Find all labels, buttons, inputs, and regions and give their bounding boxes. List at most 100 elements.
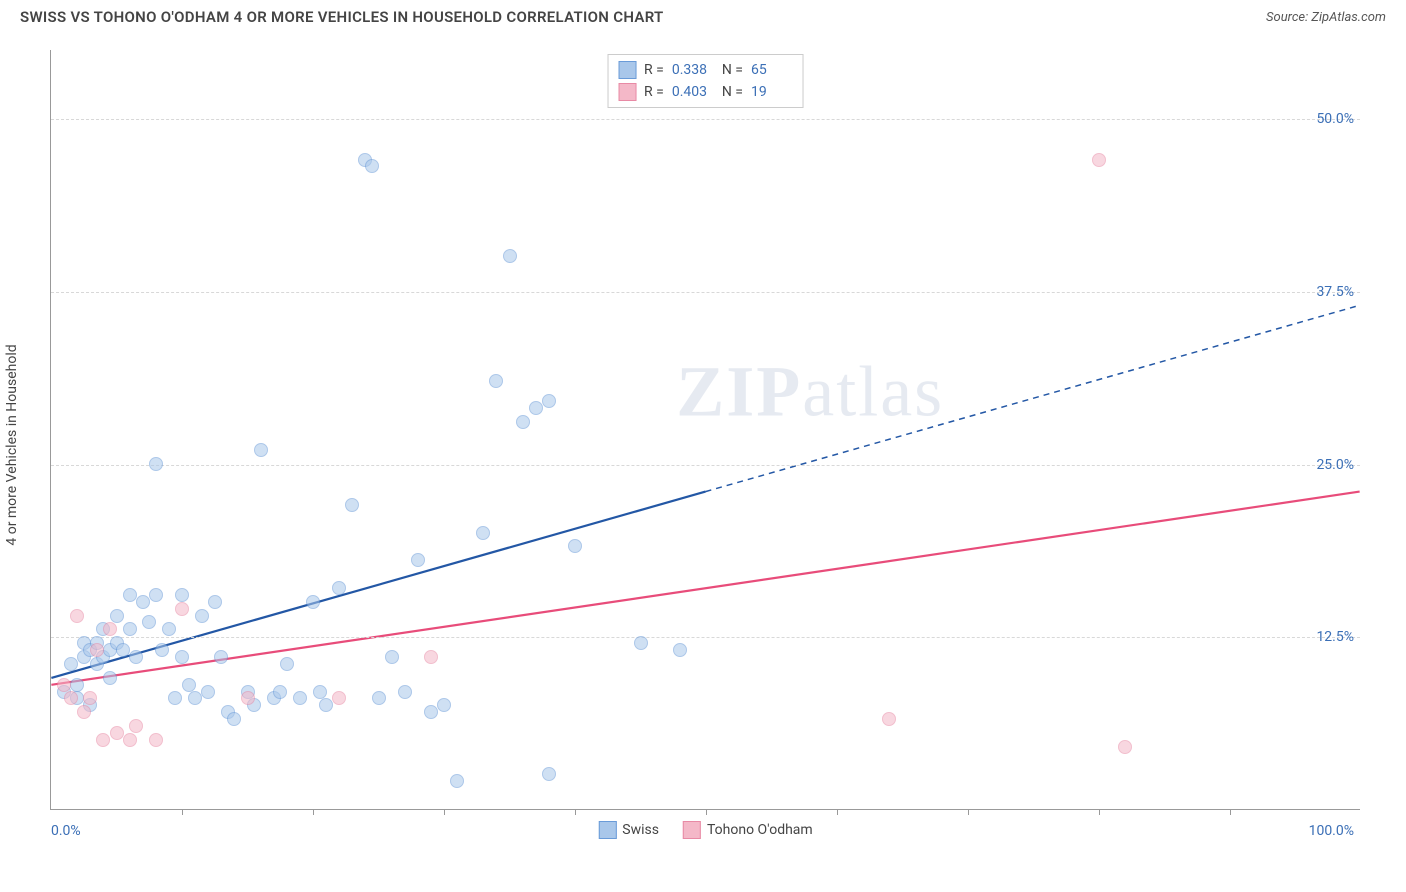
data-point	[110, 726, 124, 740]
stats-legend: R = 0.338 N = 65 R = 0.403 N = 19	[607, 54, 804, 108]
data-point	[90, 643, 104, 657]
data-point	[149, 733, 163, 747]
data-point	[503, 249, 517, 263]
x-tick	[313, 809, 314, 815]
data-point	[175, 602, 189, 616]
data-point	[116, 643, 130, 657]
swatch-tohono	[683, 821, 701, 839]
data-point	[70, 609, 84, 623]
legend-label-swiss: Swiss	[622, 822, 659, 838]
x-tick	[575, 809, 576, 815]
data-point	[313, 685, 327, 699]
data-point	[175, 650, 189, 664]
data-point	[149, 588, 163, 602]
legend-item-swiss: Swiss	[598, 821, 659, 839]
data-point	[411, 553, 425, 567]
data-point	[64, 657, 78, 671]
gridline	[51, 119, 1360, 120]
data-point	[568, 539, 582, 553]
y-tick-label: 50.0%	[1316, 111, 1354, 127]
data-point	[162, 622, 176, 636]
gridline	[51, 292, 1360, 293]
data-point	[241, 691, 255, 705]
data-point	[882, 712, 896, 726]
x-tick	[444, 809, 445, 815]
data-point	[96, 733, 110, 747]
r-label: R =	[644, 84, 664, 100]
n-value-tohono: 19	[751, 84, 793, 100]
data-point	[149, 457, 163, 471]
data-point	[64, 691, 78, 705]
x-max-label: 100.0%	[1309, 823, 1354, 839]
legend-item-tohono: Tohono O'odham	[683, 821, 813, 839]
data-point	[103, 671, 117, 685]
data-point	[319, 698, 333, 712]
y-tick-label: 12.5%	[1316, 629, 1354, 645]
stats-row-swiss: R = 0.338 N = 65	[618, 59, 793, 81]
data-point	[332, 581, 346, 595]
data-point	[129, 650, 143, 664]
legend-label-tohono: Tohono O'odham	[707, 822, 813, 838]
x-origin-label: 0.0%	[51, 823, 81, 839]
data-point	[634, 636, 648, 650]
data-point	[476, 526, 490, 540]
data-point	[123, 588, 137, 602]
data-point	[195, 609, 209, 623]
chart-container: 4 or more Vehicles in Household ZIPatlas…	[0, 40, 1406, 850]
series-legend: Swiss Tohono O'odham	[598, 821, 812, 839]
plot-area: ZIPatlas R = 0.338 N = 65 R = 0.403 N = …	[50, 50, 1360, 810]
data-point	[70, 678, 84, 692]
data-point	[372, 691, 386, 705]
source-label: Source: ZipAtlas.com	[1266, 10, 1386, 25]
gridline	[51, 465, 1360, 466]
data-point	[142, 615, 156, 629]
x-tick	[968, 809, 969, 815]
data-point	[129, 719, 143, 733]
data-point	[437, 698, 451, 712]
data-point	[365, 159, 379, 173]
chart-title: SWISS VS TOHONO O'ODHAM 4 OR MORE VEHICL…	[20, 8, 664, 26]
data-point	[673, 643, 687, 657]
data-point	[188, 691, 202, 705]
data-point	[175, 588, 189, 602]
swatch-swiss	[618, 61, 636, 79]
data-point	[345, 498, 359, 512]
data-point	[516, 415, 530, 429]
data-point	[332, 691, 346, 705]
data-point	[424, 705, 438, 719]
stats-row-tohono: R = 0.403 N = 19	[618, 81, 793, 103]
data-point	[529, 401, 543, 415]
data-point	[208, 595, 222, 609]
data-point	[385, 650, 399, 664]
data-point	[489, 374, 503, 388]
data-point	[155, 643, 169, 657]
data-point	[110, 609, 124, 623]
x-tick	[837, 809, 838, 815]
data-point	[424, 650, 438, 664]
data-point	[57, 678, 71, 692]
y-tick-label: 25.0%	[1316, 457, 1354, 473]
r-label: R =	[644, 62, 664, 78]
data-point	[293, 691, 307, 705]
data-point	[254, 443, 268, 457]
data-point	[227, 712, 241, 726]
data-point	[214, 650, 228, 664]
x-tick	[706, 809, 707, 815]
n-label: N =	[722, 62, 743, 78]
y-axis-label: 4 or more Vehicles in Household	[4, 344, 20, 545]
n-label: N =	[722, 84, 743, 100]
data-point	[306, 595, 320, 609]
gridline	[51, 637, 1360, 638]
data-point	[280, 657, 294, 671]
data-point	[182, 678, 196, 692]
x-tick	[182, 809, 183, 815]
r-value-swiss: 0.338	[672, 62, 714, 78]
r-value-tohono: 0.403	[672, 84, 714, 100]
swatch-swiss	[598, 821, 616, 839]
data-point	[398, 685, 412, 699]
x-tick	[1099, 809, 1100, 815]
swatch-tohono	[618, 83, 636, 101]
data-point	[123, 733, 137, 747]
data-point	[450, 774, 464, 788]
data-point	[77, 705, 91, 719]
